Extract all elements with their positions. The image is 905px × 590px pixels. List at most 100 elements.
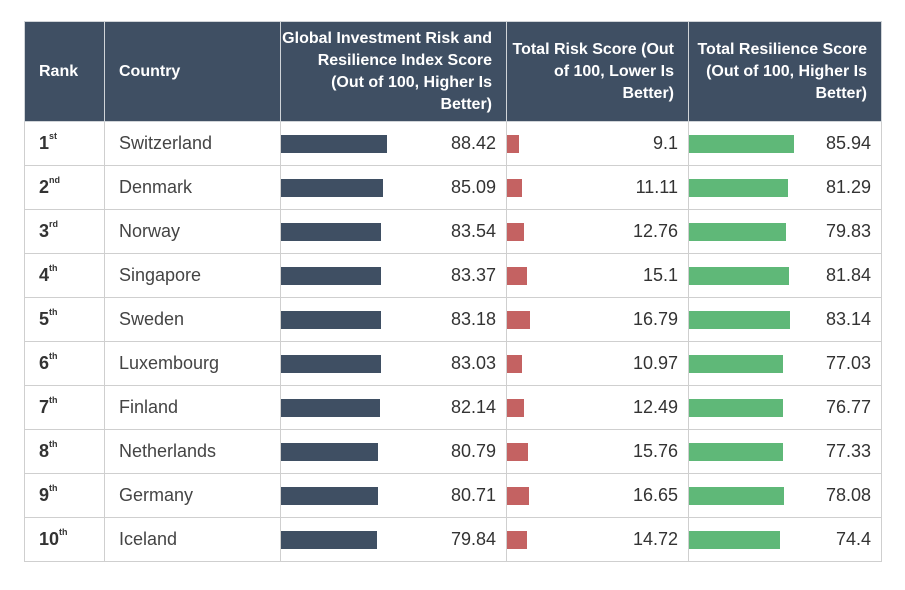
risk-score-bar <box>507 487 530 505</box>
rank-number: 10 <box>39 529 60 549</box>
resilience-score-bar <box>689 267 789 285</box>
risk-score-bar <box>507 179 522 197</box>
rank-cell: 5th <box>24 297 105 342</box>
index-score-cell: 82.14 <box>280 385 507 430</box>
risk-score-bar <box>507 223 525 241</box>
index-score-value: 79.84 <box>450 529 496 549</box>
rank-suffix: th <box>49 307 58 317</box>
country-cell: Luxembourg <box>104 341 281 386</box>
index-score-bar <box>281 443 378 461</box>
table-row: 8th Netherlands 80.79 15.76 77.33 <box>24 429 882 474</box>
resilience-score-cell: 76.77 <box>688 385 882 430</box>
country-cell: Switzerland <box>104 121 281 166</box>
index-score-value: 83.37 <box>450 265 496 285</box>
table-row: 7th Finland 82.14 12.49 76.77 <box>24 385 882 430</box>
resilience-score-value: 81.84 <box>825 265 871 285</box>
index-score-value: 80.71 <box>450 485 496 505</box>
index-score-cell: 83.03 <box>280 341 507 386</box>
resilience-score-value: 83.14 <box>825 309 871 329</box>
resilience-score-value: 76.77 <box>825 397 871 417</box>
risk-score-cell: 15.76 <box>506 429 689 474</box>
resilience-score-cell: 78.08 <box>688 473 882 518</box>
resilience-score-cell: 77.33 <box>688 429 882 474</box>
index-score-value: 83.03 <box>450 353 496 373</box>
resilience-score-cell: 79.83 <box>688 209 882 254</box>
risk-score-bar <box>507 531 527 549</box>
rank-cell: 7th <box>24 385 105 430</box>
resilience-score-bar <box>689 355 783 373</box>
resilience-score-bar <box>689 443 784 461</box>
rank-cell: 1st <box>24 121 105 166</box>
rank-cell: 6th <box>24 341 105 386</box>
index-score-bar <box>281 399 380 417</box>
country-cell: Germany <box>104 473 281 518</box>
table-row: 3rd Norway 83.54 12.76 79.83 <box>24 209 882 254</box>
index-score-bar <box>281 179 384 197</box>
index-score-bar <box>281 531 377 549</box>
rank-suffix: th <box>49 351 58 361</box>
rank-cell: 3rd <box>24 209 105 254</box>
resilience-score-bar <box>689 531 780 549</box>
risk-score-cell: 9.1 <box>506 121 689 166</box>
country-cell: Norway <box>104 209 281 254</box>
rank-number: 2 <box>39 177 50 197</box>
index-score-cell: 79.84 <box>280 517 507 562</box>
rank-suffix: th <box>49 395 58 405</box>
header-row: Rank Country Global Investment Risk and … <box>24 21 882 122</box>
rank-number: 6 <box>39 353 50 373</box>
header-country: Country <box>104 21 281 122</box>
resilience-score-bar <box>689 399 783 417</box>
rank-cell: 4th <box>24 253 105 298</box>
rank-number: 1 <box>39 133 50 153</box>
index-score-value: 83.18 <box>450 309 496 329</box>
risk-score-value: 10.97 <box>632 353 678 373</box>
header-resilience-score: Total Resilience Score (Out of 100, High… <box>688 21 882 122</box>
table-row: 6th Luxembourg 83.03 10.97 77.03 <box>24 341 882 386</box>
index-score-cell: 88.42 <box>280 121 507 166</box>
resilience-score-value: 77.33 <box>825 441 871 461</box>
rank-number: 4 <box>39 265 50 285</box>
risk-score-bar <box>507 443 529 461</box>
resilience-score-cell: 81.29 <box>688 165 882 210</box>
resilience-score-cell: 77.03 <box>688 341 882 386</box>
index-score-value: 80.79 <box>450 441 496 461</box>
index-score-value: 83.54 <box>450 221 496 241</box>
risk-score-value: 12.49 <box>632 397 678 417</box>
index-score-cell: 83.18 <box>280 297 507 342</box>
table-row: 4th Singapore 83.37 15.1 81.84 <box>24 253 882 298</box>
table-row: 10th Iceland 79.84 14.72 74.4 <box>24 517 882 562</box>
header-risk-score: Total Risk Score (Out of 100, Lower Is B… <box>506 21 689 122</box>
ranking-table: Rank Country Global Investment Risk and … <box>24 21 882 562</box>
risk-score-cell: 15.1 <box>506 253 689 298</box>
index-score-cell: 83.54 <box>280 209 507 254</box>
table-row: 9th Germany 80.71 16.65 78.08 <box>24 473 882 518</box>
resilience-score-cell: 85.94 <box>688 121 882 166</box>
risk-score-value: 16.79 <box>632 309 678 329</box>
risk-score-cell: 16.79 <box>506 297 689 342</box>
country-cell: Denmark <box>104 165 281 210</box>
resilience-score-value: 77.03 <box>825 353 871 373</box>
index-score-bar <box>281 487 378 505</box>
resilience-score-bar <box>689 135 794 153</box>
risk-score-cell: 12.49 <box>506 385 689 430</box>
country-cell: Iceland <box>104 517 281 562</box>
risk-score-value: 15.1 <box>642 265 678 285</box>
rank-cell: 9th <box>24 473 105 518</box>
risk-score-cell: 12.76 <box>506 209 689 254</box>
resilience-score-cell: 81.84 <box>688 253 882 298</box>
country-cell: Sweden <box>104 297 281 342</box>
rank-suffix: th <box>49 439 58 449</box>
rank-suffix: th <box>59 527 68 537</box>
index-score-value: 82.14 <box>450 397 496 417</box>
resilience-score-value: 78.08 <box>825 485 871 505</box>
country-cell: Singapore <box>104 253 281 298</box>
table-row: 2nd Denmark 85.09 11.11 81.29 <box>24 165 882 210</box>
risk-score-value: 11.11 <box>635 177 678 197</box>
table-body: 1st Switzerland 88.42 9.1 85.94 2nd Denmark 85.… <box>24 121 882 562</box>
rank-number: 8 <box>39 441 50 461</box>
risk-score-cell: 11.11 <box>506 165 689 210</box>
risk-score-bar <box>507 135 520 153</box>
rank-suffix: nd <box>49 175 61 185</box>
header-index-score: Global Investment Risk and Resilience In… <box>280 21 507 122</box>
rank-suffix: rd <box>49 219 59 229</box>
